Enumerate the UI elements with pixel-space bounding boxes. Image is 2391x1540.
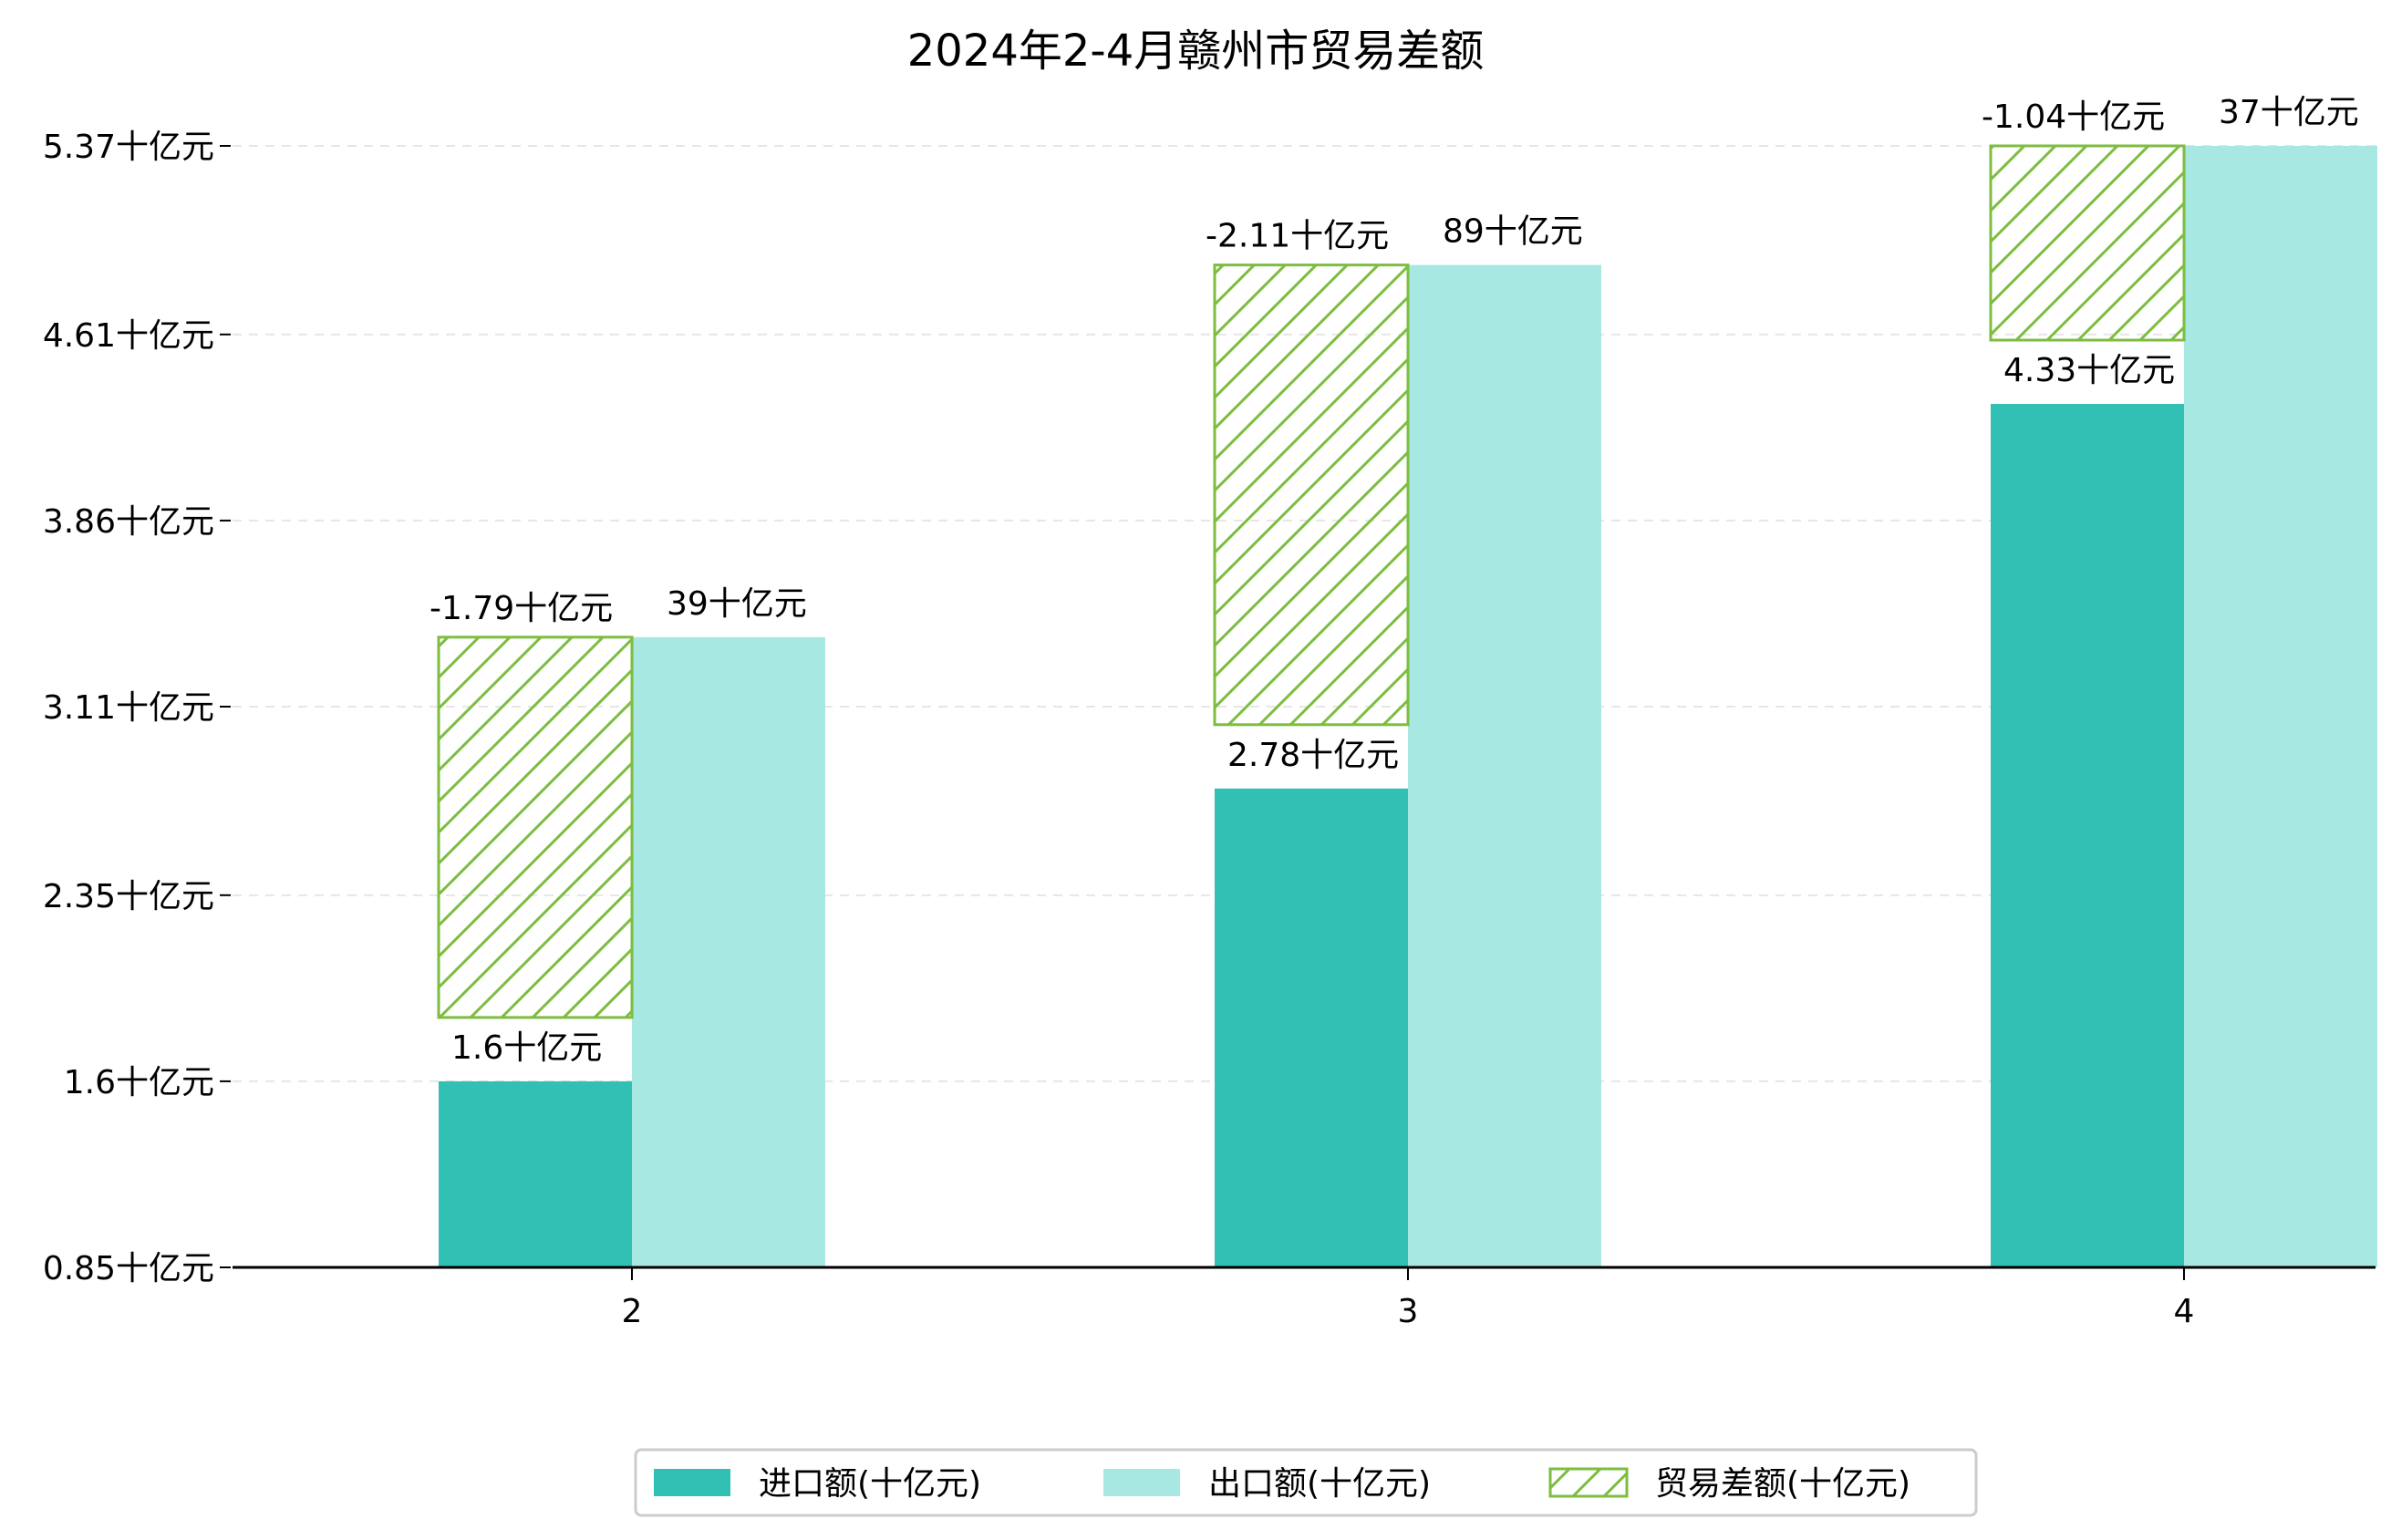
export-bar xyxy=(2184,146,2377,1267)
balance-label: -1.04十亿元 xyxy=(1982,98,2165,136)
balance-bar xyxy=(1213,264,1410,727)
export-label: 39十亿元 xyxy=(667,585,807,623)
import-bar xyxy=(1991,404,2184,1267)
balance-label-group: -2.11十亿元 xyxy=(1196,210,1389,262)
import-label-bg xyxy=(1994,345,2154,397)
import-label-group: 2.78十亿元 xyxy=(1218,729,1399,780)
y-tick-label: 4.61十亿元 xyxy=(43,317,214,355)
balance-label: -1.79十亿元 xyxy=(430,590,613,627)
import-label: 2.78十亿元 xyxy=(1227,737,1399,774)
export-label-bg xyxy=(657,577,779,629)
x-tick-label: 2 xyxy=(622,1293,643,1330)
y-tick-label: 3.86十亿元 xyxy=(43,503,214,541)
export-label-group: 89十亿元 xyxy=(1434,205,1583,257)
legend-export-text: 出口额(十亿元) xyxy=(1208,1465,1431,1503)
balance-label-bg xyxy=(1196,210,1375,262)
y-tick-label: 0.85十亿元 xyxy=(43,1250,214,1287)
legend-import-swatch xyxy=(654,1469,730,1496)
export-bar xyxy=(1408,264,1601,1267)
legend-import-text: 进口额(十亿元) xyxy=(759,1465,981,1503)
bars xyxy=(437,144,2377,1267)
export-label: 37十亿元 xyxy=(2219,94,2359,131)
import-label: 1.6十亿元 xyxy=(451,1029,602,1067)
balance-label-group: -1.04十亿元 xyxy=(1972,91,2165,142)
import-label-bg xyxy=(1218,729,1378,780)
y-tick-label: 5.37十亿元 xyxy=(43,129,214,166)
y-tick-label: 3.11十亿元 xyxy=(43,689,214,727)
legend-box xyxy=(634,1448,1978,1517)
balance-label: -2.11十亿元 xyxy=(1206,218,1389,255)
import-label-bg xyxy=(442,1021,583,1073)
legend-export-swatch xyxy=(1103,1469,1180,1496)
balance-label-bg xyxy=(420,582,599,634)
chart-title: 2024年2-4月赣州市贸易差额 xyxy=(907,26,1485,77)
import-bar xyxy=(1215,788,1408,1267)
import-bar xyxy=(439,1080,632,1267)
export-label-bg xyxy=(1434,205,1555,257)
balance-label-bg xyxy=(1972,91,2151,142)
balance-bar xyxy=(437,636,634,1019)
export-label-group: 39十亿元 xyxy=(657,577,807,629)
import-label-group: 1.6十亿元 xyxy=(442,1021,602,1073)
import-label: 4.33十亿元 xyxy=(2003,352,2175,389)
legend-balance-text: 贸易差额(十亿元) xyxy=(1655,1465,1910,1503)
legend-balance-swatch xyxy=(1548,1467,1629,1498)
export-label-bg xyxy=(2210,87,2331,138)
data-labels: 1.6十亿元 -1.79十亿元 39十亿元 2.78十亿元 -2.11十亿元 89十亿元 4… xyxy=(420,87,2359,1073)
balance-bar xyxy=(1989,144,2186,342)
x-tick-label: 4 xyxy=(2174,1293,2195,1330)
y-tick-label: 1.6十亿元 xyxy=(64,1064,214,1101)
y-tick-label: 2.35十亿元 xyxy=(43,878,214,915)
x-tick-label: 3 xyxy=(1398,1293,1419,1330)
legend: 进口额(十亿元) 出口额(十亿元) 贸易差额(十亿元) xyxy=(634,1448,1978,1517)
export-label: 89十亿元 xyxy=(1443,213,1583,251)
export-label-group: 37十亿元 xyxy=(2210,87,2359,138)
balance-label-group: -1.79十亿元 xyxy=(420,582,613,634)
import-label-group: 4.33十亿元 xyxy=(1994,345,2175,397)
export-bar xyxy=(632,636,825,1267)
axes: 0.85十亿元 1.6十亿元 2.35十亿元 3.11十亿元 3.86十亿元 4.61十亿… xyxy=(43,129,2375,1330)
